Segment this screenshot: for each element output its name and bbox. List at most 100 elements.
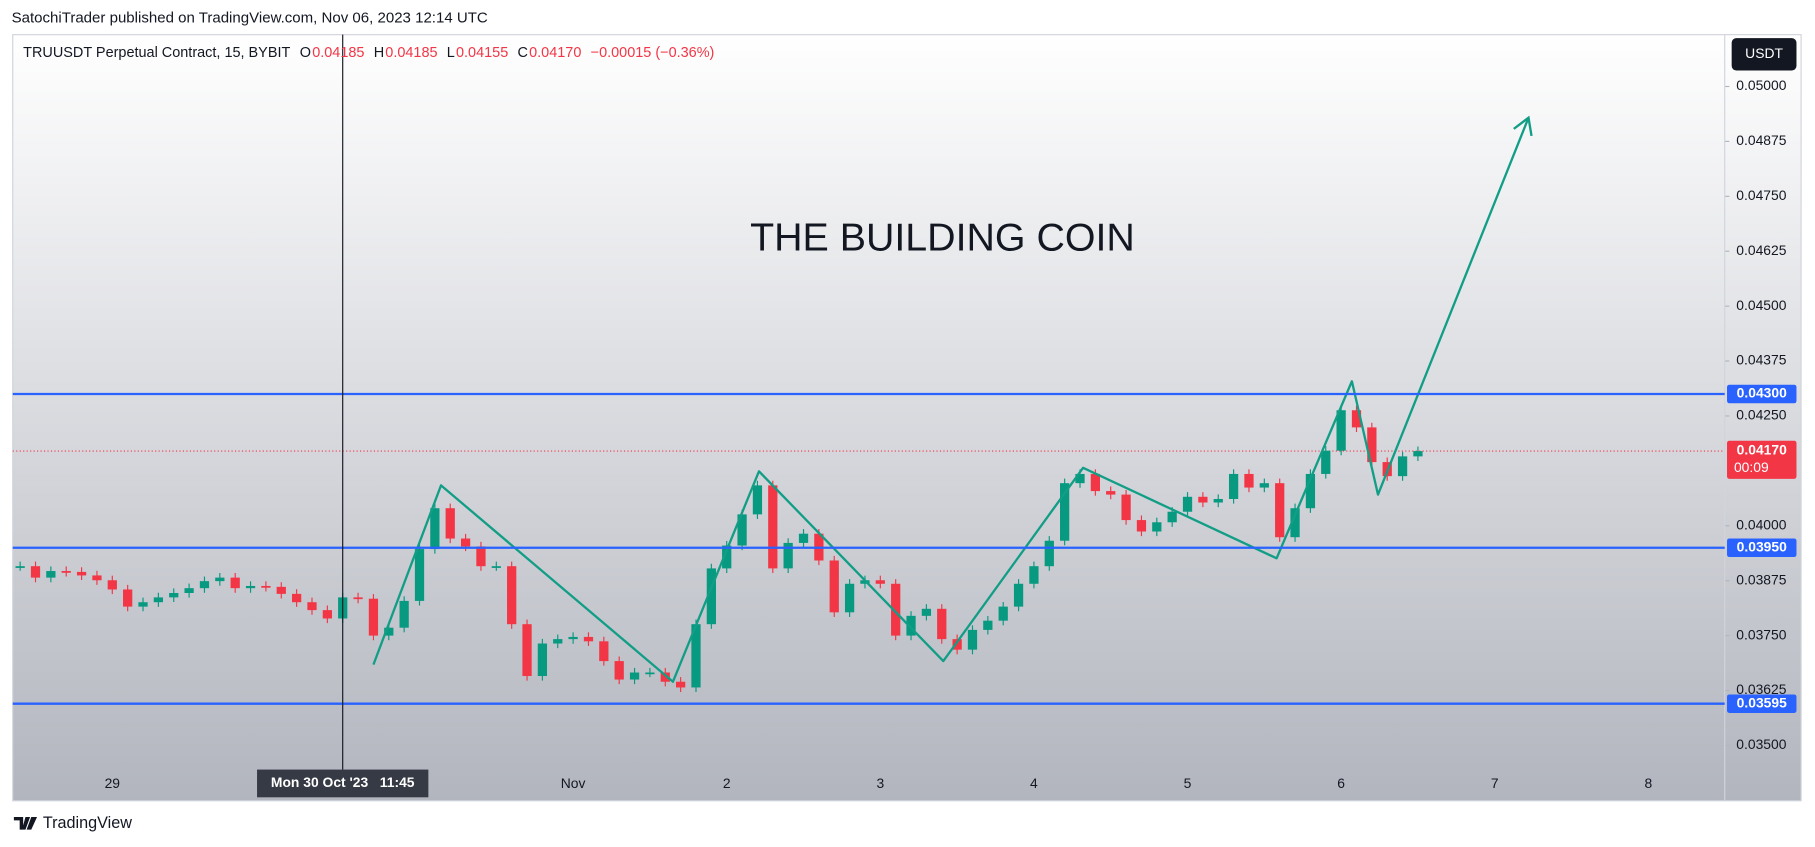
candle xyxy=(599,641,609,662)
candle xyxy=(1167,511,1177,523)
chart-area xyxy=(12,34,1802,802)
legend: TRUUSDT Perpetual Contract, 15, BYBIT xyxy=(23,45,290,61)
x-tick-label: Nov xyxy=(561,775,586,791)
candle xyxy=(1290,508,1300,538)
candle xyxy=(476,546,486,567)
y-tick-label: 0.04625 xyxy=(1736,242,1786,258)
candle xyxy=(921,608,932,616)
candle xyxy=(291,593,302,603)
candle xyxy=(1182,496,1193,512)
candle xyxy=(230,577,240,589)
candle xyxy=(1244,473,1254,488)
candle xyxy=(1075,473,1085,484)
candle xyxy=(1090,473,1100,492)
crosshair-label-bg xyxy=(257,769,429,798)
candle xyxy=(967,629,978,650)
currency-button[interactable] xyxy=(1731,38,1797,71)
candle xyxy=(1397,456,1408,477)
candle xyxy=(445,508,455,539)
candle xyxy=(1121,494,1131,521)
candle xyxy=(153,597,164,603)
logo xyxy=(13,816,38,830)
candle xyxy=(645,672,655,675)
candle xyxy=(169,592,179,598)
candle xyxy=(1413,451,1423,457)
candle xyxy=(1013,583,1024,607)
y-tick-label: 0.04500 xyxy=(1736,297,1786,313)
candle xyxy=(414,549,425,601)
ohlc-key: L xyxy=(447,45,455,61)
candle xyxy=(76,571,87,576)
candle xyxy=(783,542,793,569)
x-tick-label: 8 xyxy=(1644,775,1652,791)
candle xyxy=(460,538,471,547)
level-label: 0.04300 xyxy=(1737,385,1787,401)
candle xyxy=(829,560,839,613)
candle xyxy=(245,585,256,589)
candle xyxy=(1321,450,1331,474)
change: −0.00015 (−0.36%) xyxy=(591,45,715,61)
candle xyxy=(1305,473,1316,509)
candle xyxy=(368,598,379,636)
x-tick-label: 4 xyxy=(1030,775,1038,791)
y-tick-label: 0.03625 xyxy=(1736,681,1786,697)
candle xyxy=(1136,520,1147,532)
y-tick-label: 0.03875 xyxy=(1736,571,1786,587)
candle xyxy=(798,533,809,543)
x-tick-label: 7 xyxy=(1491,775,1499,791)
ohlc-key: C xyxy=(518,45,528,61)
candle xyxy=(522,624,532,677)
candle xyxy=(322,610,332,619)
candle xyxy=(353,597,363,600)
chart-title: THE BUILDING COIN xyxy=(750,216,1135,260)
candle xyxy=(676,681,686,688)
candle xyxy=(215,577,225,582)
candle xyxy=(998,606,1008,621)
footer: TradingView xyxy=(13,814,132,832)
y-tick-label: 0.04375 xyxy=(1736,352,1786,368)
y-tick-label: 0.05000 xyxy=(1736,77,1786,93)
x-tick-label: 6 xyxy=(1337,775,1345,791)
candle xyxy=(844,583,855,613)
x-tick-label: 2 xyxy=(723,775,731,791)
trend-drawing xyxy=(372,117,1530,683)
candle xyxy=(937,608,947,640)
candle xyxy=(1367,427,1377,463)
last-price-bg xyxy=(1727,440,1797,479)
y-tick-label: 0.03500 xyxy=(1736,736,1786,752)
candle xyxy=(199,581,210,589)
candle xyxy=(722,545,732,569)
candle xyxy=(1198,496,1208,503)
candle xyxy=(123,589,133,607)
level-label: 0.03950 xyxy=(1737,538,1787,554)
candle xyxy=(384,627,394,636)
ohlc-value: 0.04170 xyxy=(529,45,581,61)
candle xyxy=(706,568,716,625)
publisher: SatochiTrader published on TradingView.c… xyxy=(12,9,488,26)
candle xyxy=(553,639,563,644)
brand: TradingView xyxy=(43,814,132,832)
candle xyxy=(1060,483,1070,541)
arrow-head xyxy=(1513,115,1533,137)
candle xyxy=(491,566,501,568)
candle xyxy=(1152,522,1162,532)
currency[interactable]: USDT xyxy=(1745,45,1783,61)
countdown: 00:09 xyxy=(1734,459,1769,475)
candle xyxy=(46,571,56,578)
candle xyxy=(307,602,317,611)
level-label-bg xyxy=(1727,694,1797,713)
x-tick-label: 3 xyxy=(876,775,884,791)
candle xyxy=(660,672,670,682)
candle xyxy=(1336,410,1346,451)
candle xyxy=(906,615,916,636)
candle xyxy=(92,575,102,581)
candle xyxy=(691,624,701,688)
candle xyxy=(583,636,594,642)
y-tick-label: 0.03750 xyxy=(1736,626,1786,642)
level-label: 0.03595 xyxy=(1737,694,1787,710)
candle xyxy=(276,586,286,594)
candle xyxy=(752,485,763,515)
candle xyxy=(952,639,962,650)
